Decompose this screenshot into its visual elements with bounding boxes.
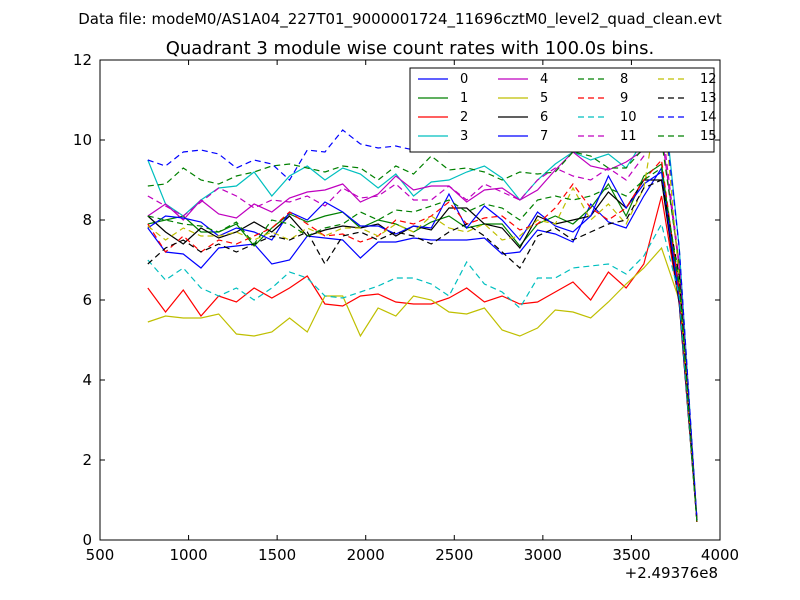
x-tick-label: 2000 bbox=[347, 546, 385, 564]
y-tick-label: 2 bbox=[82, 451, 92, 469]
series-line-8 bbox=[147, 139, 698, 523]
series-line-10 bbox=[147, 222, 698, 523]
legend-label-1: 1 bbox=[460, 91, 468, 106]
legend-label-7: 7 bbox=[540, 129, 548, 144]
series-line-3 bbox=[147, 75, 698, 521]
series-line-13 bbox=[147, 179, 698, 523]
legend-label-2: 2 bbox=[460, 110, 468, 125]
legend-label-3: 3 bbox=[460, 129, 468, 144]
series-line-2 bbox=[147, 195, 698, 521]
legend-label-15: 15 bbox=[700, 129, 717, 144]
y-tick-label: 4 bbox=[82, 371, 92, 389]
x-tick-label: 1500 bbox=[258, 546, 296, 564]
series-line-7 bbox=[147, 170, 698, 521]
series-line-15 bbox=[147, 166, 698, 523]
legend-label-8: 8 bbox=[620, 72, 628, 87]
x-tick-label: 4000 bbox=[701, 546, 739, 564]
series-line-0 bbox=[147, 166, 698, 521]
legend-label-11: 11 bbox=[620, 129, 637, 144]
legend-label-14: 14 bbox=[700, 110, 717, 125]
y-tick-label: 6 bbox=[82, 291, 92, 309]
legend-label-9: 9 bbox=[620, 91, 628, 106]
y-tick-label: 10 bbox=[73, 131, 92, 149]
series-line-6 bbox=[147, 179, 698, 523]
plot-lines bbox=[147, 75, 698, 523]
legend-label-6: 6 bbox=[540, 110, 548, 125]
series-line-1 bbox=[147, 162, 698, 523]
legend-label-13: 13 bbox=[700, 91, 717, 106]
legend-box bbox=[409, 67, 715, 153]
series-line-12 bbox=[147, 79, 698, 521]
x-tick-label: 2500 bbox=[435, 546, 473, 564]
y-tick-label: 0 bbox=[82, 531, 92, 549]
series-line-9 bbox=[147, 158, 698, 523]
y-tick-label: 8 bbox=[82, 211, 92, 229]
y-tick-label: 12 bbox=[73, 51, 92, 69]
x-tick-label: 3500 bbox=[612, 546, 650, 564]
legend-label-12: 12 bbox=[700, 72, 717, 87]
x-tick-label: 3000 bbox=[524, 546, 562, 564]
legend-label-10: 10 bbox=[620, 110, 637, 125]
series-line-11 bbox=[147, 117, 698, 521]
series-line-5 bbox=[147, 246, 698, 523]
x-tick-label: 1000 bbox=[169, 546, 207, 564]
x-tick-label: 500 bbox=[86, 546, 115, 564]
chart-title: Quadrant 3 module wise count rates with … bbox=[166, 38, 655, 59]
supertitle: Data file: modeM0/AS1A04_227T01_90000017… bbox=[78, 10, 722, 29]
legend-label-0: 0 bbox=[460, 72, 468, 87]
legend-label-5: 5 bbox=[540, 91, 548, 106]
legend-label-4: 4 bbox=[540, 72, 548, 87]
x-offset-label: +2.49376e8 bbox=[625, 564, 718, 582]
